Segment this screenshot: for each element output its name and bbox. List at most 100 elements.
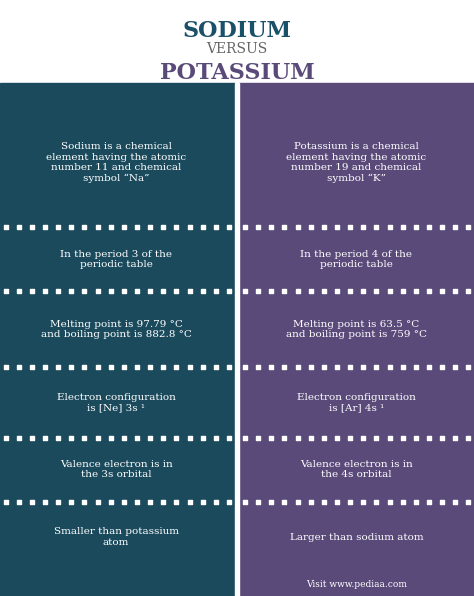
Bar xyxy=(0,367,235,437)
Text: In the period 3 of the
periodic table: In the period 3 of the periodic table xyxy=(60,250,172,269)
Point xyxy=(438,433,446,442)
Point xyxy=(333,433,341,442)
Point xyxy=(173,287,180,296)
Point xyxy=(241,287,249,296)
Point xyxy=(159,433,167,442)
Point xyxy=(225,222,233,232)
Point xyxy=(359,287,367,296)
Point xyxy=(107,497,115,507)
Point xyxy=(465,287,472,296)
Point xyxy=(241,497,249,507)
Text: Larger than sodium atom: Larger than sodium atom xyxy=(290,533,423,542)
Point xyxy=(28,433,36,442)
Point xyxy=(2,497,9,507)
Point xyxy=(281,362,288,372)
Point xyxy=(346,433,354,442)
Point xyxy=(294,287,301,296)
Text: Electron configuration
is [Ne] 3s ¹: Electron configuration is [Ne] 3s ¹ xyxy=(57,393,175,412)
Point xyxy=(2,287,9,296)
Bar xyxy=(239,227,474,291)
Point xyxy=(55,362,62,372)
Bar xyxy=(239,98,474,227)
Text: Valence electron is in
the 4s orbital: Valence electron is in the 4s orbital xyxy=(300,460,413,480)
Point xyxy=(133,362,141,372)
Point xyxy=(425,362,433,372)
Bar xyxy=(0,291,235,367)
Point xyxy=(333,287,341,296)
Text: Potassium is a chemical
element having the atomic
number 19 and chemical
symbol : Potassium is a chemical element having t… xyxy=(286,142,427,183)
Point xyxy=(133,222,141,232)
Point xyxy=(333,362,341,372)
Point xyxy=(133,433,141,442)
Point xyxy=(120,497,128,507)
Point xyxy=(307,287,315,296)
Point xyxy=(133,287,141,296)
Point xyxy=(94,433,101,442)
Point xyxy=(41,362,49,372)
Point xyxy=(267,433,275,442)
Point xyxy=(399,497,406,507)
Point xyxy=(425,222,433,232)
Point xyxy=(465,362,472,372)
Point xyxy=(320,362,328,372)
Text: Valence electron is in
the 3s orbital: Valence electron is in the 3s orbital xyxy=(60,460,173,480)
Point xyxy=(399,222,406,232)
Point xyxy=(307,362,315,372)
Point xyxy=(159,287,167,296)
Point xyxy=(255,222,262,232)
Point xyxy=(281,433,288,442)
Text: Melting point is 63.5 °C
and boiling point is 759 °C: Melting point is 63.5 °C and boiling poi… xyxy=(286,319,427,339)
Point xyxy=(255,362,262,372)
Point xyxy=(120,222,128,232)
Point xyxy=(120,362,128,372)
Point xyxy=(28,287,36,296)
Point xyxy=(412,433,419,442)
Point xyxy=(281,222,288,232)
Point xyxy=(81,222,88,232)
Bar xyxy=(0,98,235,227)
Point xyxy=(373,222,380,232)
Point xyxy=(81,433,88,442)
Point xyxy=(386,497,393,507)
Point xyxy=(212,497,219,507)
Text: SODIUM: SODIUM xyxy=(182,20,292,42)
Point xyxy=(267,362,275,372)
Point xyxy=(15,222,23,232)
Point xyxy=(94,362,101,372)
Point xyxy=(94,287,101,296)
Point xyxy=(333,497,341,507)
Point xyxy=(438,222,446,232)
Point xyxy=(320,287,328,296)
Point xyxy=(81,287,88,296)
Point xyxy=(241,433,249,442)
Point xyxy=(225,433,233,442)
Point xyxy=(399,362,406,372)
Point xyxy=(241,222,249,232)
Point xyxy=(55,497,62,507)
Point xyxy=(68,287,75,296)
Bar xyxy=(235,83,239,596)
Point xyxy=(373,433,380,442)
Point xyxy=(438,497,446,507)
Point xyxy=(146,433,154,442)
Point xyxy=(186,433,193,442)
Point xyxy=(294,497,301,507)
Point xyxy=(120,433,128,442)
Point xyxy=(146,362,154,372)
Point xyxy=(199,287,207,296)
Point xyxy=(41,287,49,296)
Point xyxy=(55,222,62,232)
Point xyxy=(386,287,393,296)
Point xyxy=(267,222,275,232)
Point xyxy=(15,287,23,296)
Point xyxy=(359,497,367,507)
Point xyxy=(2,433,9,442)
Point xyxy=(294,433,301,442)
Bar xyxy=(0,227,235,291)
Point xyxy=(94,497,101,507)
Point xyxy=(465,497,472,507)
Point xyxy=(425,287,433,296)
Point xyxy=(255,433,262,442)
Point xyxy=(146,222,154,232)
Point xyxy=(320,433,328,442)
